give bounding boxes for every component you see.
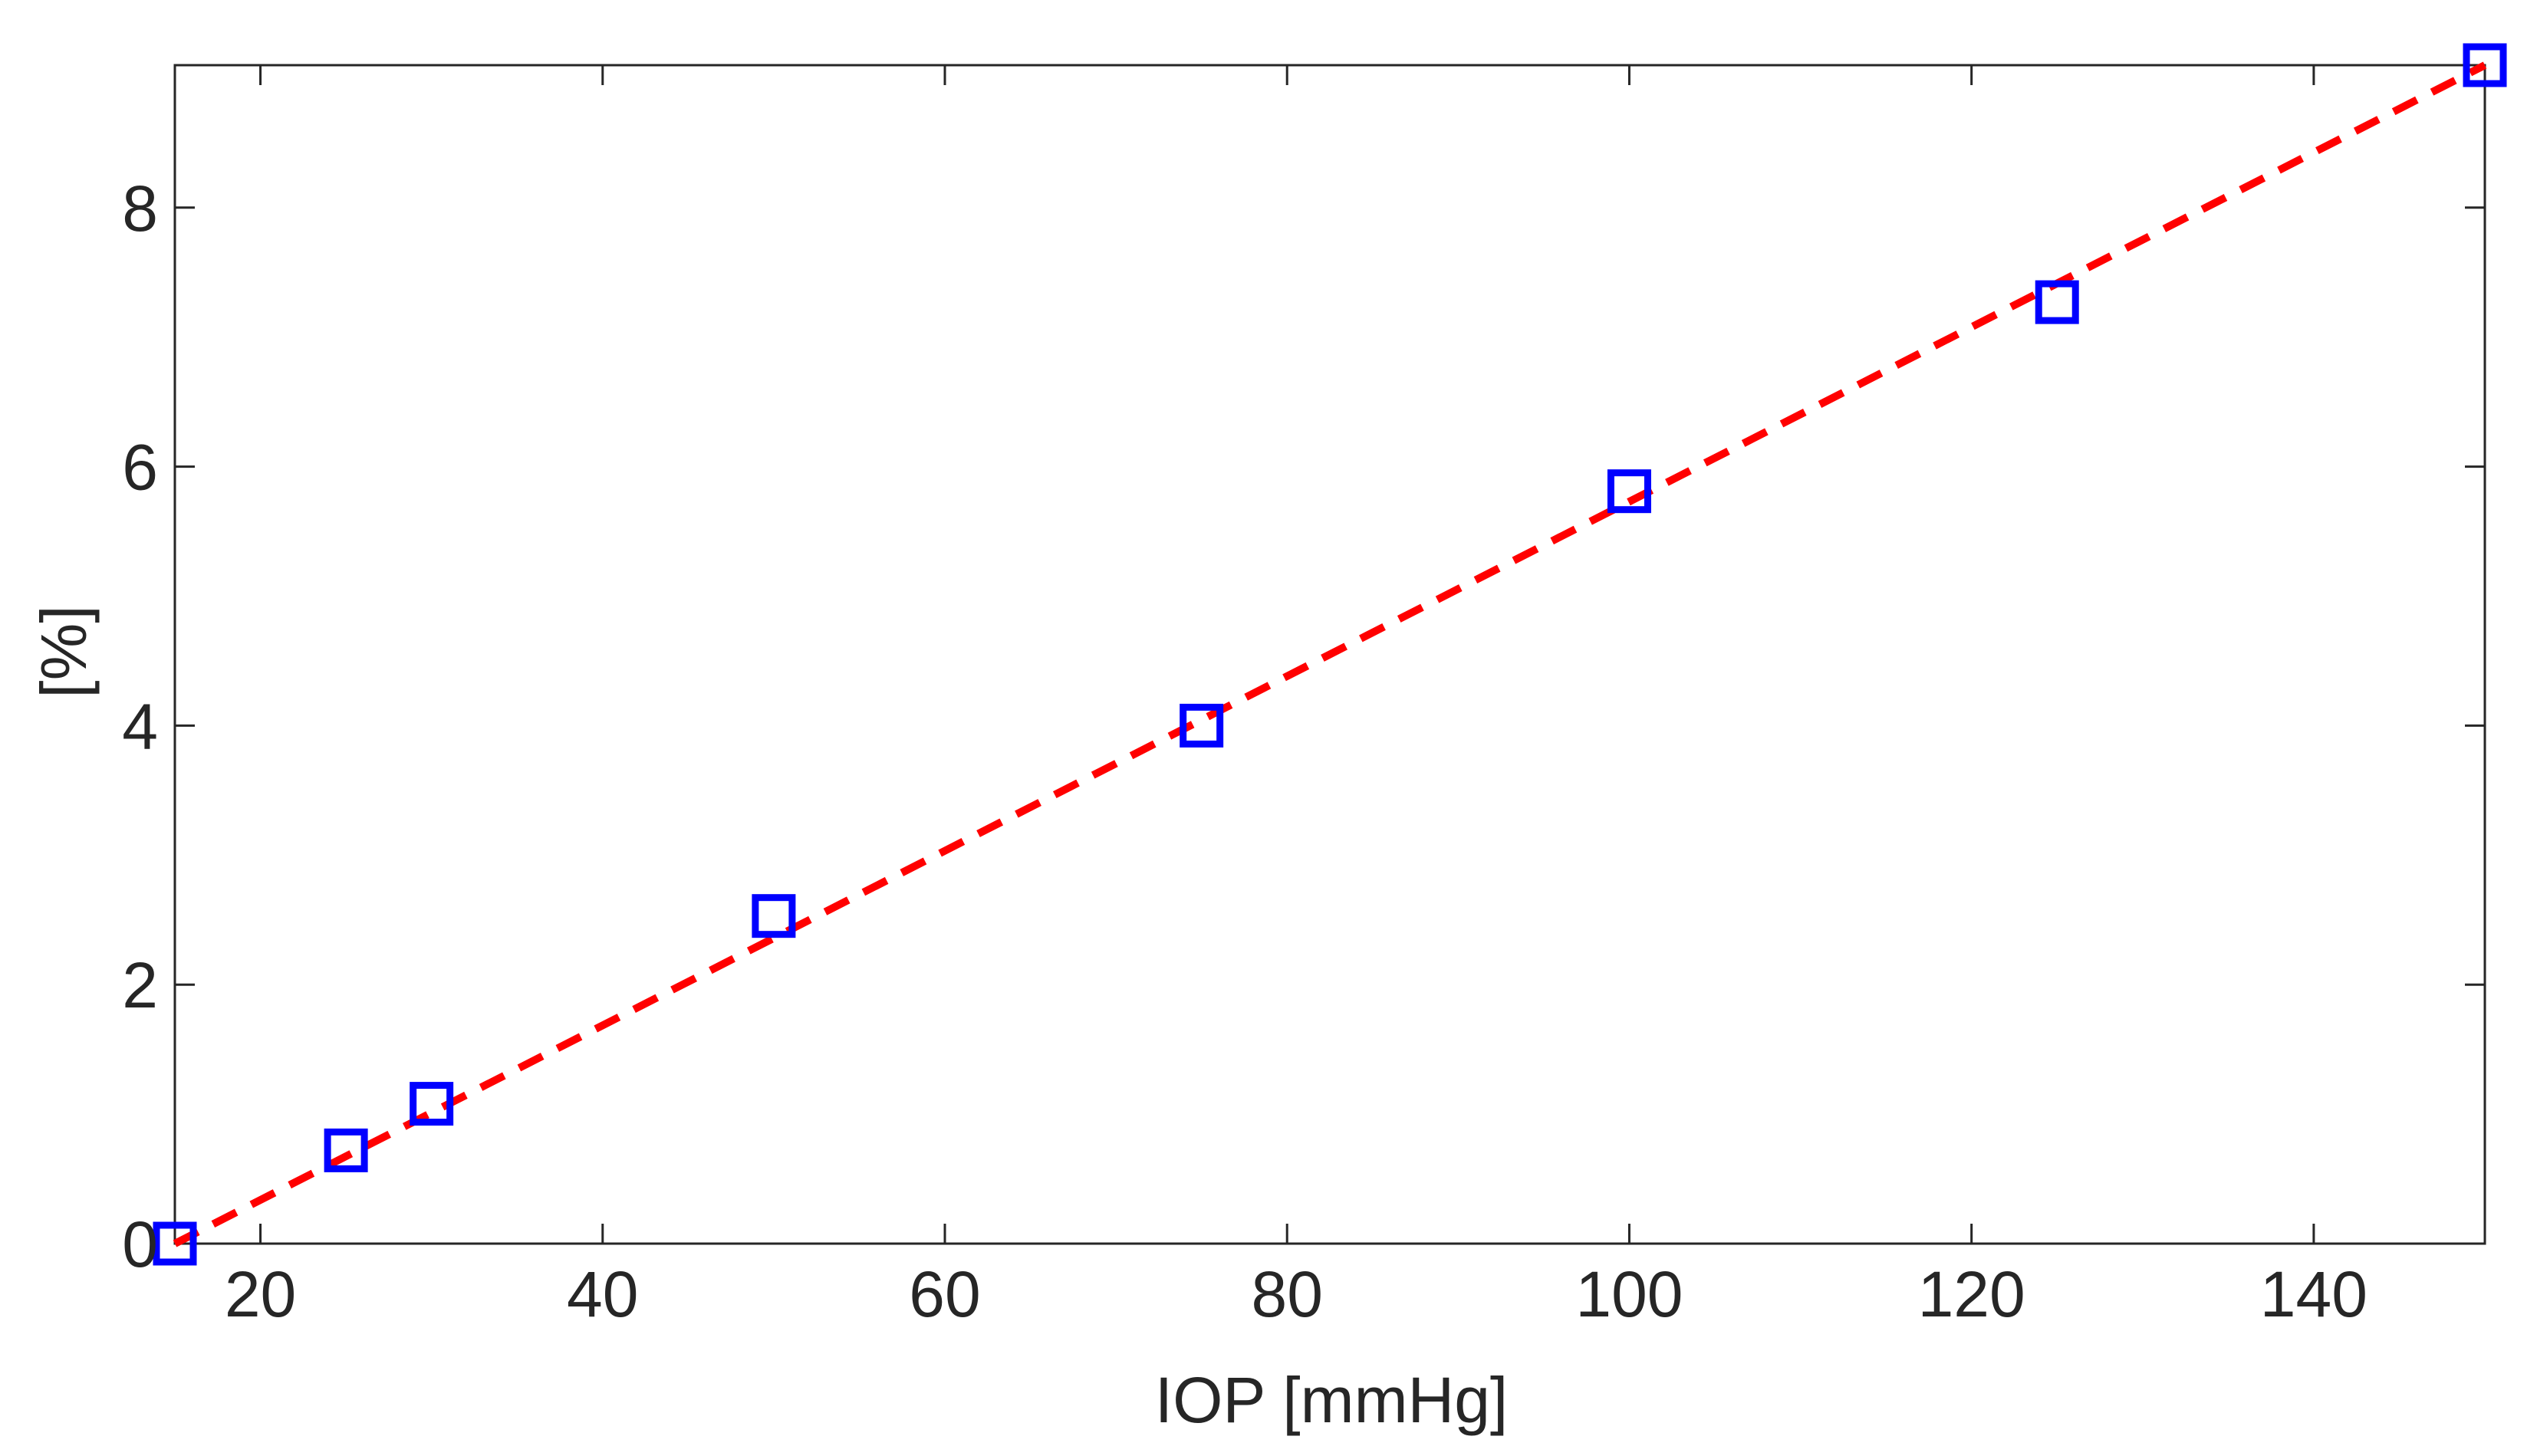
axes-box: [173, 64, 2486, 1245]
data-point: [752, 894, 796, 938]
fit-line: [173, 61, 2487, 1247]
x-tick-label: 140: [2260, 1258, 2368, 1330]
y-axis-label: [%]: [28, 605, 100, 698]
y-tick-label: 0: [122, 1208, 158, 1280]
data-point: [324, 1128, 368, 1172]
data-point: [410, 1082, 454, 1126]
y-tick-label: 8: [122, 173, 158, 245]
plot-area: [153, 43, 2507, 1266]
y-tick-label: 2: [122, 949, 158, 1021]
x-tick-label: 20: [225, 1258, 296, 1330]
x-tick-label: 60: [909, 1258, 980, 1330]
data-point: [1180, 703, 1224, 748]
axes: [173, 64, 2486, 1245]
data-point: [2035, 280, 2079, 324]
y-tick-label: 4: [122, 690, 158, 762]
x-tick-label: 40: [567, 1258, 638, 1330]
x-axis-label: IOP [mmHg]: [1155, 1364, 1509, 1436]
tick-labels: 20 40 60 80 100 120 140 0 2 4 6 8: [122, 173, 2368, 1330]
x-tick-label: 120: [1918, 1258, 2025, 1330]
data-point: [1607, 469, 1651, 514]
x-tick-label: 80: [1252, 1258, 1323, 1330]
x-tick-label: 100: [1575, 1258, 1683, 1330]
data-point: [153, 1221, 197, 1266]
y-tick-label: 6: [122, 432, 158, 504]
data-point: [2463, 43, 2507, 87]
